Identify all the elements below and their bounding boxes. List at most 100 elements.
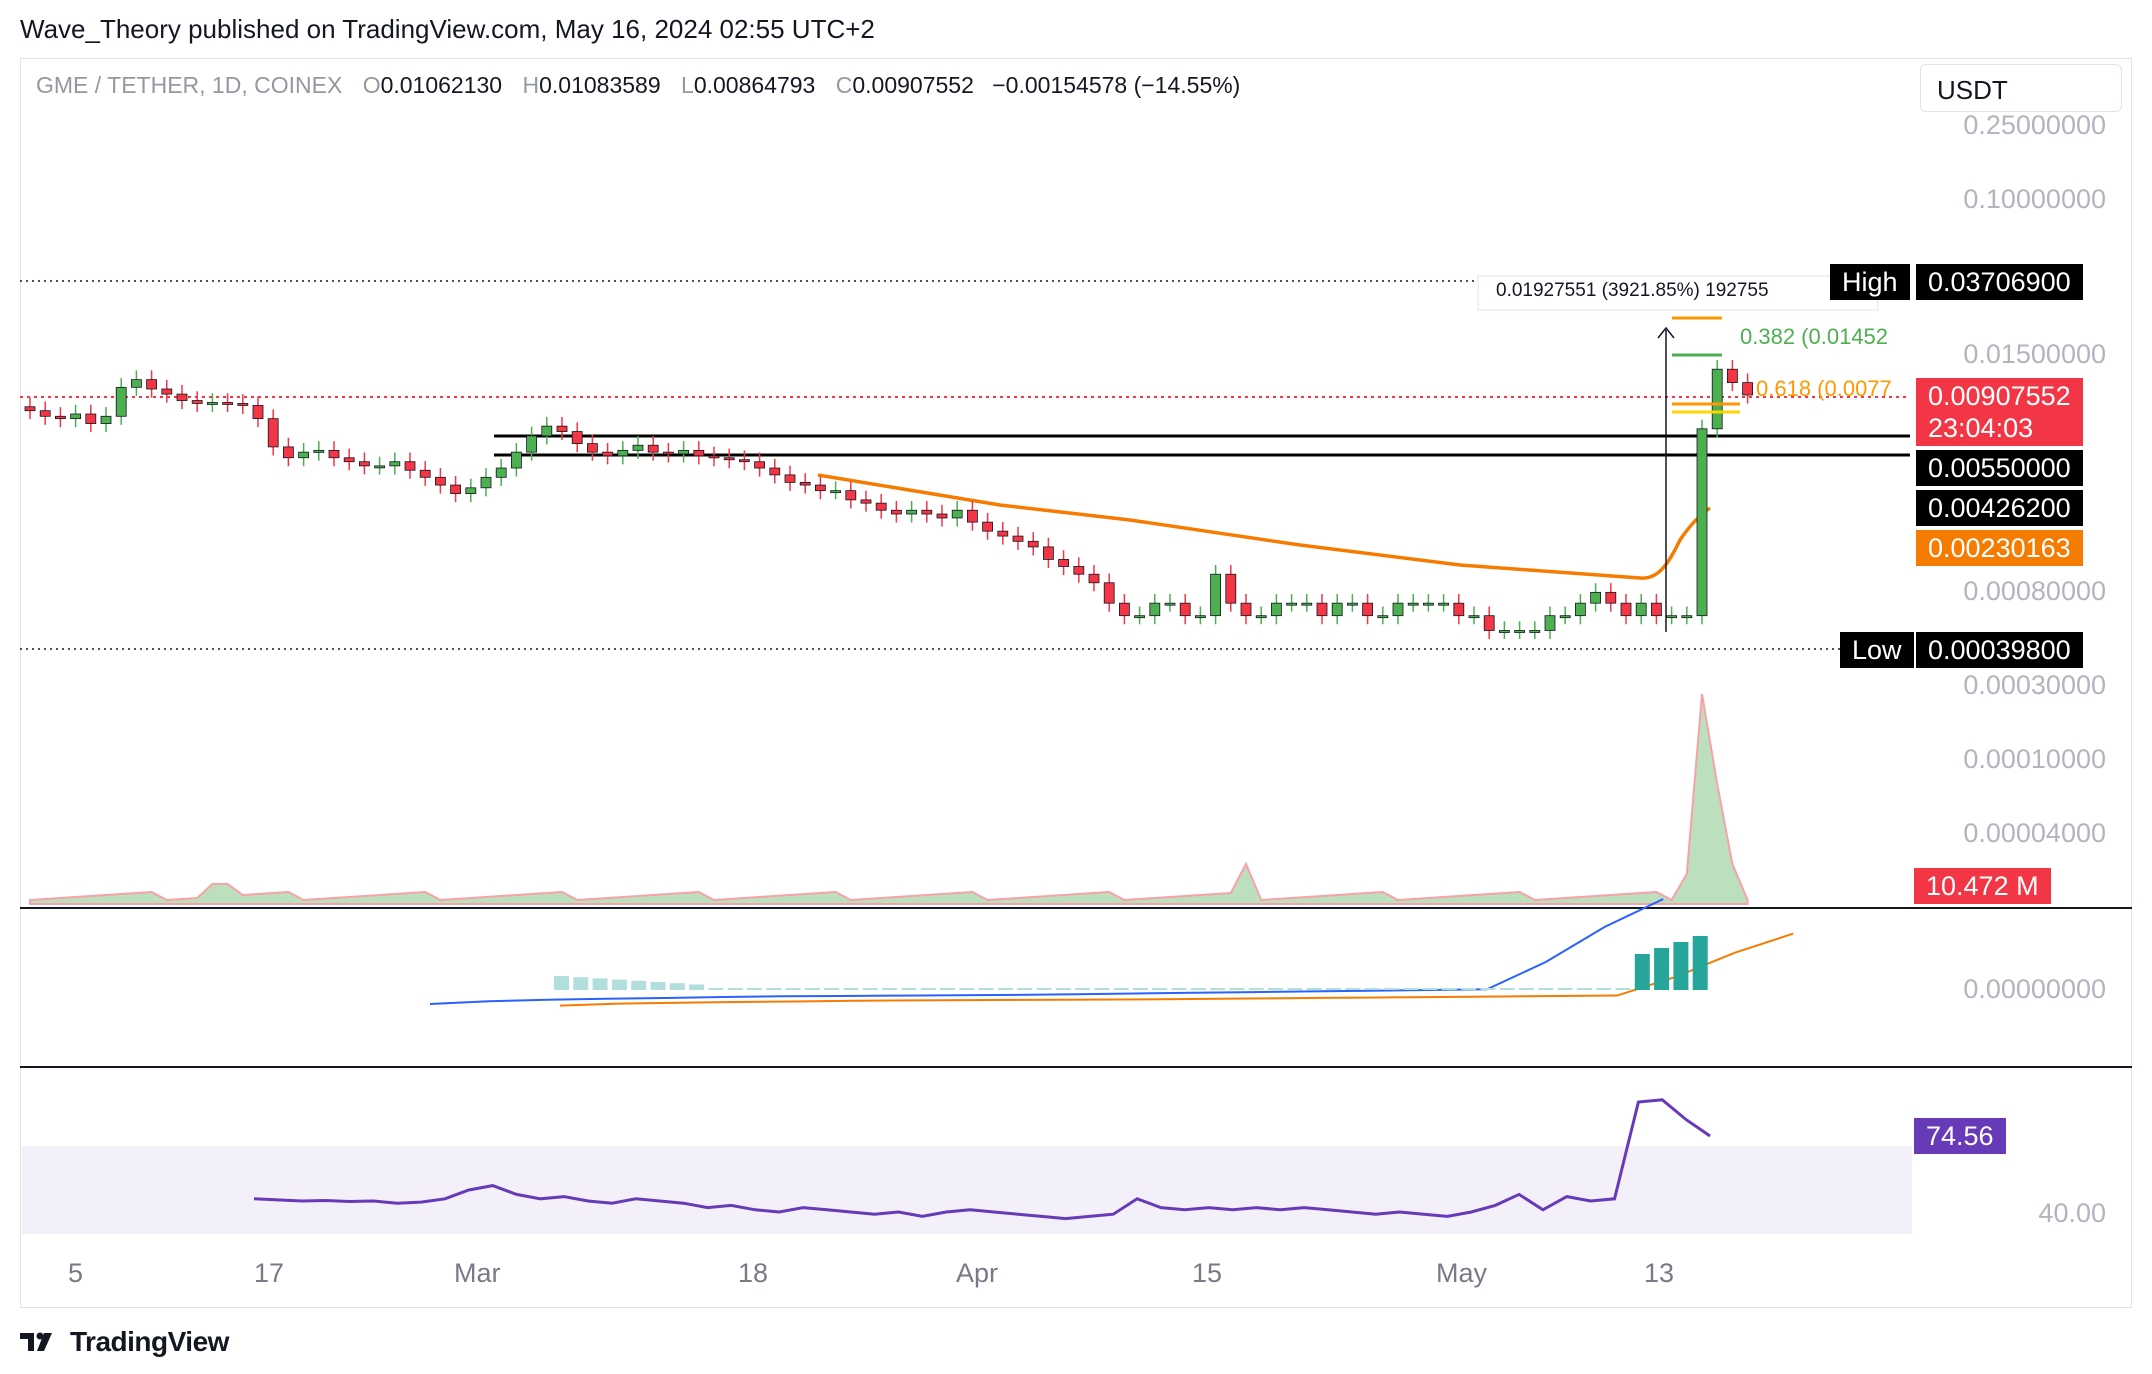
- candle-body[interactable]: [465, 487, 477, 495]
- candle-body[interactable]: [587, 443, 598, 453]
- candle-body[interactable]: [1529, 630, 1541, 633]
- candle-body[interactable]: [1225, 573, 1237, 604]
- candle-body[interactable]: [693, 449, 705, 457]
- candle-body[interactable]: [222, 402, 234, 405]
- candle-body[interactable]: [1438, 602, 1449, 606]
- candle-body[interactable]: [282, 446, 294, 459]
- candle-body[interactable]: [967, 509, 978, 523]
- candle-body[interactable]: [1453, 602, 1465, 617]
- moving-average-line[interactable]: [817, 473, 1712, 580]
- candle-body[interactable]: [602, 451, 613, 457]
- candle-body[interactable]: [161, 388, 173, 395]
- candle-body[interactable]: [510, 451, 522, 469]
- candle-body[interactable]: [1620, 602, 1632, 617]
- candle-body[interactable]: [541, 425, 553, 437]
- candle-body[interactable]: [374, 465, 386, 469]
- candle-body[interactable]: [495, 467, 507, 478]
- candle-body[interactable]: [526, 435, 537, 453]
- candle-body[interactable]: [434, 476, 446, 486]
- candle-body[interactable]: [1331, 602, 1343, 617]
- candle-body[interactable]: [708, 455, 720, 459]
- candle-body[interactable]: [1134, 615, 1145, 619]
- candle-body[interactable]: [921, 509, 933, 515]
- candle-body[interactable]: [358, 461, 370, 467]
- candle-body[interactable]: [1255, 615, 1267, 619]
- candle-body[interactable]: [936, 513, 948, 519]
- candle-body[interactable]: [298, 451, 310, 459]
- candle-body[interactable]: [1058, 559, 1069, 567]
- candle-body[interactable]: [115, 386, 127, 417]
- candle-body[interactable]: [1499, 630, 1510, 633]
- candle-body[interactable]: [206, 402, 218, 405]
- candle-body[interactable]: [1240, 602, 1252, 617]
- chart-frame[interactable]: [20, 58, 2132, 1308]
- candle-body[interactable]: [1286, 602, 1297, 606]
- candle-body[interactable]: [1073, 566, 1085, 575]
- candle-body[interactable]: [632, 444, 644, 451]
- candle-body[interactable]: [39, 410, 51, 417]
- candle-body[interactable]: [313, 449, 325, 453]
- candle-body[interactable]: [1271, 602, 1282, 617]
- candle-body[interactable]: [784, 474, 796, 483]
- candle-body[interactable]: [419, 469, 431, 478]
- candle-body[interactable]: [647, 444, 659, 453]
- tradingview-logo-icon[interactable]: [20, 1331, 60, 1353]
- candle-body[interactable]: [1043, 546, 1054, 560]
- candle-body[interactable]: [723, 457, 735, 461]
- candle-body[interactable]: [875, 502, 887, 511]
- candle-body[interactable]: [815, 484, 826, 492]
- candle-body[interactable]: [1635, 602, 1647, 617]
- candle-body[interactable]: [951, 509, 963, 519]
- candle-body[interactable]: [1590, 591, 1601, 604]
- candle-body[interactable]: [1195, 615, 1206, 619]
- candle-body[interactable]: [1210, 573, 1221, 617]
- candle-body[interactable]: [1088, 573, 1100, 584]
- candle-body[interactable]: [739, 459, 750, 463]
- candle-body[interactable]: [1681, 615, 1693, 619]
- candle-body[interactable]: [1651, 602, 1662, 617]
- candle-body[interactable]: [1119, 602, 1130, 617]
- candle-body[interactable]: [1362, 602, 1373, 617]
- candle-body[interactable]: [1666, 615, 1677, 619]
- candle-body[interactable]: [571, 431, 583, 444]
- candle-body[interactable]: [343, 457, 355, 463]
- candle-body[interactable]: [891, 509, 902, 515]
- candle-body[interactable]: [1727, 368, 1738, 384]
- measure-box[interactable]: [1477, 275, 1879, 311]
- candle-body[interactable]: [678, 449, 689, 455]
- candle-body[interactable]: [1742, 382, 1753, 396]
- candle-body[interactable]: [1605, 591, 1617, 604]
- candle-body[interactable]: [1407, 602, 1419, 606]
- candle-body[interactable]: [176, 393, 188, 401]
- candle-body[interactable]: [1711, 368, 1723, 430]
- candle-body[interactable]: [663, 451, 674, 455]
- candle-body[interactable]: [130, 379, 142, 388]
- symbol-name[interactable]: GME / TETHER, 1D, COINEX: [36, 72, 343, 98]
- candle-body[interactable]: [769, 467, 781, 476]
- candle-body[interactable]: [830, 490, 841, 494]
- candle-body[interactable]: [1483, 615, 1495, 631]
- candle-body[interactable]: [85, 413, 97, 424]
- candle-body[interactable]: [24, 406, 36, 412]
- candle-body[interactable]: [1316, 602, 1328, 617]
- candle-body[interactable]: [1423, 602, 1434, 606]
- candle-body[interactable]: [70, 413, 81, 420]
- candle-body[interactable]: [404, 461, 416, 471]
- candle-body[interactable]: [1027, 540, 1039, 548]
- candle-body[interactable]: [1514, 630, 1525, 633]
- candle-body[interactable]: [906, 509, 917, 515]
- candle-body[interactable]: [450, 484, 462, 495]
- footer-brand[interactable]: TradingView: [70, 1326, 229, 1357]
- candle-body[interactable]: [100, 415, 112, 424]
- candle-body[interactable]: [1347, 602, 1358, 606]
- candle-body[interactable]: [328, 449, 340, 459]
- candle-body[interactable]: [556, 425, 568, 432]
- candle-body[interactable]: [845, 490, 857, 501]
- candle-body[interactable]: [1103, 582, 1115, 604]
- candle-body[interactable]: [617, 449, 629, 457]
- currency-button[interactable]: USDT: [1920, 64, 2122, 112]
- candle-body[interactable]: [191, 400, 203, 404]
- candle-body[interactable]: [480, 476, 492, 489]
- candle-body[interactable]: [267, 418, 279, 448]
